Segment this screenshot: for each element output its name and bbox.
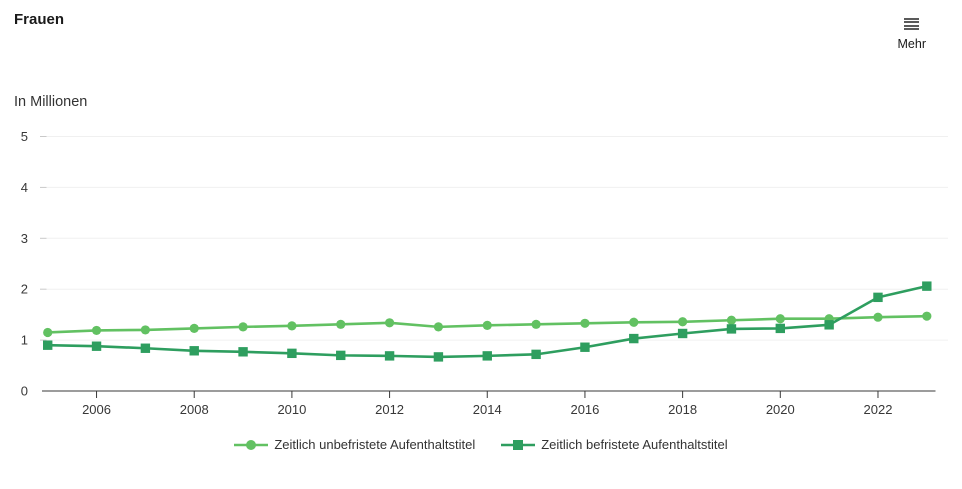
data-point-befristet: [238, 347, 248, 357]
legend-label: Zeitlich unbefristete Aufenthaltstitel: [274, 437, 476, 452]
data-point-unbefristet: [189, 323, 199, 333]
data-point-unbefristet: [580, 318, 590, 328]
data-point-befristet: [482, 351, 492, 361]
data-point-befristet: [336, 350, 346, 361]
data-point-befristet: [433, 352, 444, 362]
x-axis-label: 2014: [473, 402, 502, 417]
data-point-befristet: [384, 351, 395, 361]
x-axis-label: 2012: [375, 402, 404, 417]
line-chart: 0 1 2 3 4 5 2006 2008 2010 2012 2014 2016 2018 2020 20…: [21, 129, 948, 417]
context-menu-button[interactable]: Mehr: [898, 16, 926, 51]
data-point-unbefristet: [43, 327, 53, 338]
legend-item-unbefristet[interactable]: Zeitlich unbefristete Aufenthaltstitel: [234, 437, 475, 452]
data-point-befristet: [140, 343, 151, 353]
y-axis-label: 2: [21, 282, 28, 297]
data-point-befristet: [91, 341, 102, 351]
axis-unit-label: In Millionen: [14, 94, 88, 110]
data-point-unbefristet: [91, 325, 102, 336]
x-axis-label: 2022: [864, 402, 893, 417]
legend-item-befristet[interactable]: Zeitlich befristete Aufenthaltstitel: [501, 437, 728, 452]
x-axis-label: 2006: [82, 402, 111, 417]
hamburger-menu-icon: [904, 16, 920, 32]
context-menu-label: Mehr: [897, 36, 926, 51]
data-point-unbefristet: [336, 319, 346, 329]
data-point-unbefristet: [531, 319, 541, 329]
data-point-befristet: [287, 348, 297, 359]
data-point-unbefristet: [482, 320, 492, 330]
data-point-befristet: [775, 323, 785, 334]
data-point-unbefristet: [433, 322, 444, 332]
x-axis-label: 2010: [277, 402, 306, 417]
chart-legend: Zeitlich unbefristete Aufenthaltstitel Z…: [0, 437, 962, 452]
data-point-unbefristet: [140, 325, 150, 335]
data-point-befristet: [43, 340, 53, 350]
data-point-unbefristet: [726, 315, 737, 325]
data-point-unbefristet: [238, 322, 248, 332]
y-axis-label: 0: [21, 384, 28, 399]
data-point-unbefristet: [384, 318, 395, 328]
y-axis-label: 3: [21, 231, 28, 246]
data-point-befristet: [531, 349, 541, 360]
legend-marker-square-icon: [501, 439, 536, 450]
data-point-befristet: [677, 328, 688, 339]
chart-title: Frauen: [14, 11, 65, 28]
x-axis-label: 2016: [570, 402, 599, 417]
data-point-befristet: [824, 320, 834, 330]
data-point-unbefristet: [775, 314, 785, 324]
data-point-befristet: [580, 342, 590, 352]
x-axis-label: 2020: [766, 402, 795, 417]
data-point-unbefristet: [873, 312, 883, 322]
data-point-befristet: [726, 324, 737, 334]
x-axis-label: 2018: [668, 402, 697, 417]
data-point-befristet: [922, 281, 932, 291]
data-point-unbefristet: [287, 321, 297, 331]
legend-label: Zeitlich befristete Aufenthaltstitel: [541, 437, 728, 452]
y-axis-label: 1: [21, 333, 28, 348]
data-point-unbefristet: [678, 317, 688, 327]
data-point-unbefristet: [629, 317, 639, 327]
legend-marker-circle-icon: [234, 439, 269, 450]
y-axis-label: 5: [21, 129, 28, 144]
x-axis-label: 2008: [180, 402, 209, 417]
data-point-unbefristet: [922, 311, 932, 321]
data-point-befristet: [873, 292, 883, 303]
data-point-befristet: [189, 346, 199, 356]
data-point-befristet: [629, 333, 639, 344]
y-axis-label: 4: [21, 180, 28, 195]
